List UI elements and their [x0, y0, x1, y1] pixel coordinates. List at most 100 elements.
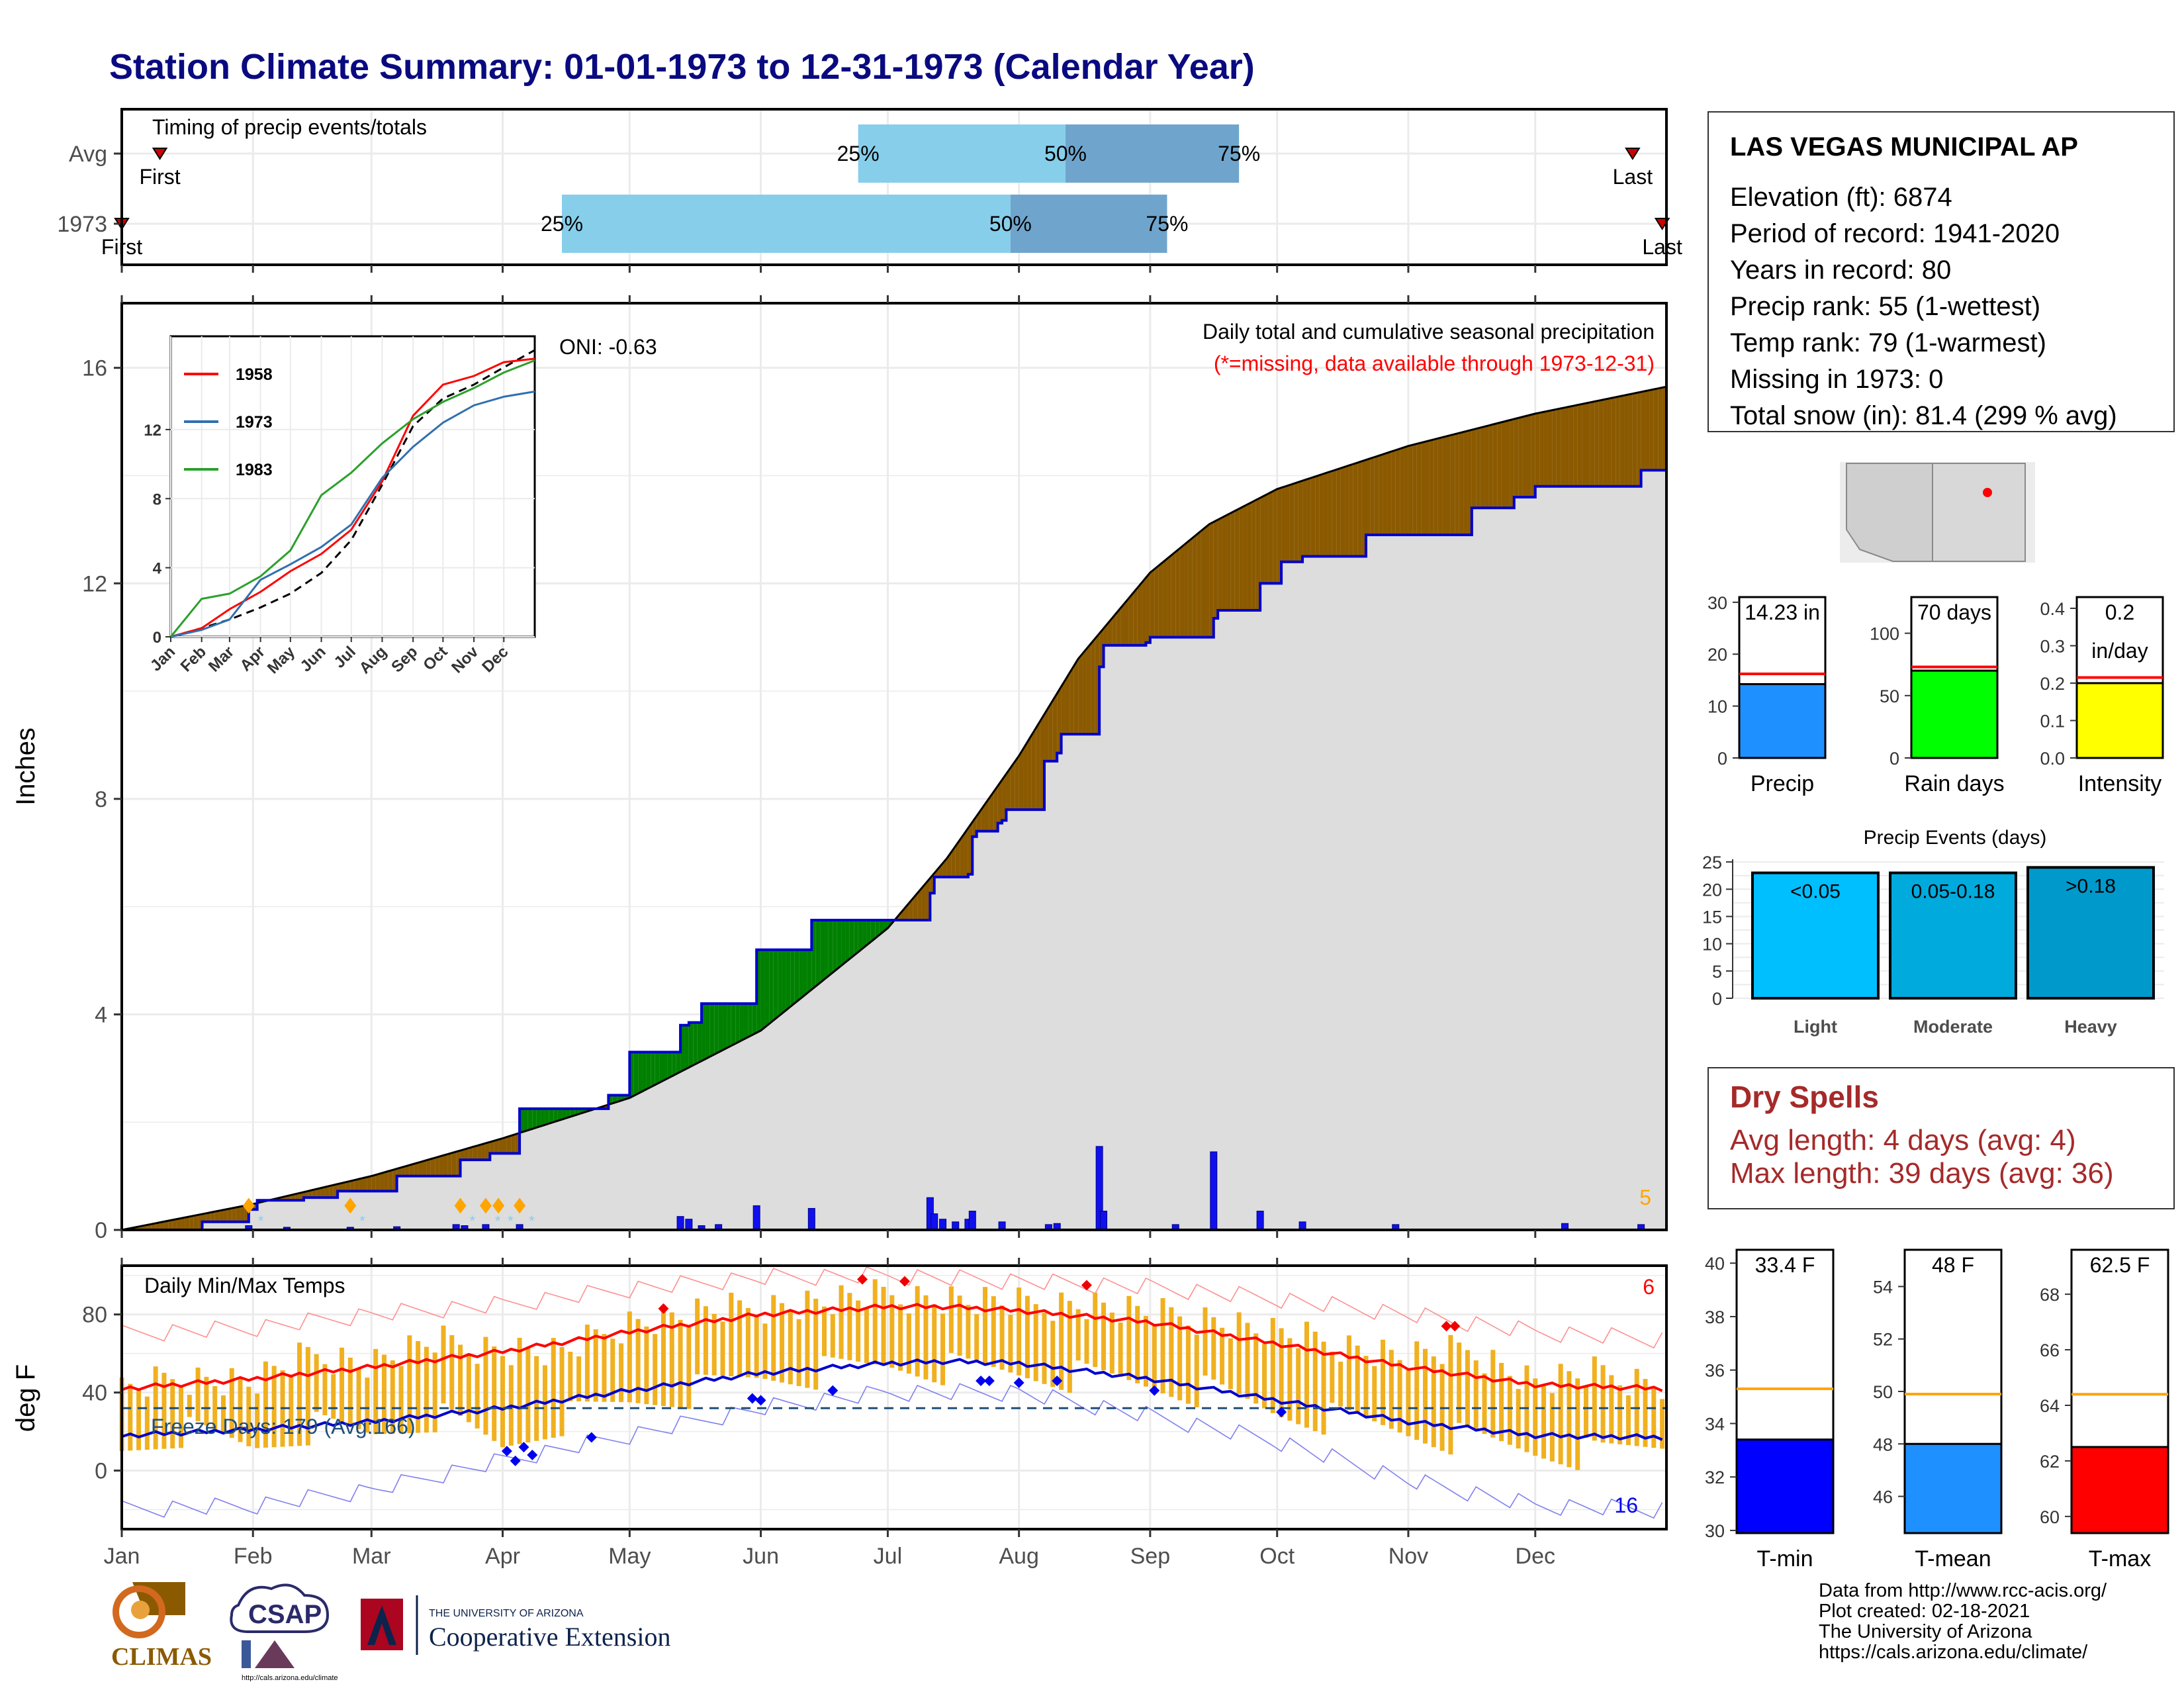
temps-daily-range-bar: [1152, 1325, 1157, 1390]
precip-below-normal-slice: [1298, 481, 1303, 562]
credit-url: https://cals.arizona.edu/climate/: [1819, 1642, 2088, 1663]
precip-below-normal-slice: [469, 1147, 473, 1160]
precip-below-normal-slice: [1019, 749, 1024, 810]
precip-below-normal-slice: [490, 1141, 494, 1154]
precip-below-normal-slice: [1459, 432, 1464, 535]
station-years: Years in record: 80: [1730, 256, 1952, 285]
temps-daily-range-bar: [458, 1344, 463, 1417]
precip-below-normal-slice: [1590, 401, 1595, 487]
temps-daily-range-bar: [1473, 1360, 1479, 1430]
temps-x-tick-label: Aug: [999, 1544, 1039, 1569]
precip-below-normal-slice: [1561, 407, 1565, 487]
temps-daily-range-bar: [322, 1364, 328, 1415]
precip-above-normal-slice: [566, 1108, 570, 1119]
events-bar-label: >0.18: [2066, 875, 2116, 897]
temps-daily-range-bar: [982, 1287, 987, 1364]
page-title: Station Climate Summary: 01-01-1973 to 1…: [109, 47, 1255, 87]
precip-below-normal-slice: [1103, 623, 1108, 645]
precip-below-normal-slice: [460, 1149, 465, 1160]
inset-y-tick-label: 0: [153, 629, 161, 647]
temps-y-tick-label: 80: [82, 1303, 107, 1328]
precip-below-normal-slice: [185, 1216, 190, 1230]
timing-first-label: First: [139, 165, 180, 189]
temps-daily-range-bar: [1533, 1378, 1538, 1456]
side-bar-y-tick-label: 0.4: [2040, 599, 2065, 619]
precip-above-normal-slice: [845, 919, 850, 962]
precip-below-normal-slice: [345, 1181, 351, 1192]
temps-record-low-marker: [976, 1375, 987, 1386]
temps-daily-range-bar: [1465, 1350, 1470, 1427]
precip-below-normal-slice: [1281, 486, 1286, 562]
temps-daily-range-bar: [576, 1356, 582, 1402]
precip-above-normal-slice: [655, 1052, 660, 1085]
side-bar-t-max: [2070, 1446, 2169, 1534]
temps-daily-range-bar: [1185, 1325, 1191, 1404]
temps-daily-range-bar: [669, 1312, 674, 1407]
precip-snow-marker: [344, 1197, 357, 1214]
precip-below-normal-slice: [1010, 761, 1015, 810]
precip-below-normal-slice: [1492, 423, 1498, 508]
precip-below-normal-slice: [1069, 665, 1074, 735]
timing-quartile-label: 50%: [989, 212, 1032, 236]
side-bar-y-tick-label: 0.1: [2040, 711, 2065, 731]
dry-spells-max: Max length: 39 days (avg: 36): [1730, 1157, 2114, 1190]
precip-below-normal-slice: [1128, 592, 1134, 645]
precip-below-normal-slice: [900, 908, 905, 920]
dry-spells-avg: Avg length: 4 days (avg: 4): [1730, 1124, 2076, 1156]
csap-url: http://cals.arizona.edu/climate: [242, 1674, 338, 1681]
precip-y-tick-label: 0: [95, 1218, 107, 1243]
precip-snow-flake: *: [359, 1213, 365, 1229]
logo-strip: CLIMAS CSAP http://cals.arizona.edu/clim…: [106, 1575, 754, 1682]
precip-below-normal-slice: [354, 1179, 359, 1192]
precip-below-normal-slice: [1412, 444, 1417, 535]
events-y-tick-label: 15: [1702, 907, 1722, 927]
temps-record-low-marker: [510, 1455, 521, 1466]
precip-daily-bar: [807, 1207, 815, 1231]
temps-daily-range-bar: [136, 1390, 142, 1450]
timing-quartile-label: 25%: [837, 142, 880, 165]
dry-spells-title: Dry Spells: [1730, 1080, 1879, 1114]
temps-daily-range-bar: [991, 1296, 996, 1367]
precip-below-normal-slice: [363, 1177, 367, 1192]
temps-daily-range-bar: [915, 1286, 920, 1377]
csap-logo: CSAP http://cals.arizona.edu/climate: [230, 1583, 338, 1682]
temps-daily-range-bar: [948, 1286, 954, 1353]
precip-y-tick-label: 8: [95, 787, 107, 812]
precip-above-normal-slice: [541, 1108, 545, 1127]
temps-x-tick-label: Oct: [1259, 1544, 1295, 1569]
precip-below-normal-slice: [214, 1211, 220, 1222]
temps-daily-range-bar: [1093, 1292, 1098, 1368]
precip-below-normal-slice: [1142, 577, 1146, 645]
temps-daily-range-bar: [966, 1305, 971, 1359]
precip-normal-area: [122, 387, 1666, 1230]
temps-daily-range-bar: [1482, 1373, 1487, 1434]
precip-below-normal-slice: [1324, 472, 1328, 557]
temps-daily-range-bar: [551, 1338, 556, 1438]
temps-x-tick-label: Feb: [234, 1544, 273, 1569]
temps-daily-range-bar: [898, 1304, 903, 1371]
precip-below-normal-slice: [909, 898, 913, 920]
precip-below-normal-slice: [396, 1167, 402, 1176]
timing-last-marker: [1625, 148, 1641, 160]
temps-panel: Daily Min/Max Temps Freeze Days: 179 (Avg…: [11, 1258, 1668, 1569]
temps-daily-range-bar: [1448, 1335, 1453, 1455]
side-bar-y-tick-label: 66: [2040, 1340, 2060, 1360]
precip-below-normal-slice: [1361, 459, 1366, 557]
precip-below-normal-slice: [1594, 400, 1599, 487]
side-bar-t-min: [1735, 1438, 1835, 1534]
temps-daily-range-bar: [1169, 1307, 1174, 1397]
precip-above-normal-slice: [773, 949, 778, 1021]
precip-below-normal-slice: [163, 1221, 169, 1230]
precip-below-normal-slice: [1395, 448, 1400, 535]
precip-below-normal-slice: [981, 804, 985, 831]
temps-record-low-count: 16: [1614, 1493, 1638, 1517]
side-bar-value-label: 33.4 F: [1755, 1253, 1815, 1277]
precip-above-normal-slice: [663, 1052, 668, 1081]
precip-below-normal-slice: [1222, 515, 1226, 610]
temps-daily-range-bar: [170, 1379, 175, 1449]
temps-normal-min-line: [121, 1358, 1663, 1441]
precip-below-normal-slice: [1383, 453, 1387, 535]
temps-x-tick-label: Jun: [743, 1544, 779, 1569]
precip-below-normal-slice: [359, 1178, 363, 1192]
precip-below-normal-slice: [1027, 735, 1032, 810]
